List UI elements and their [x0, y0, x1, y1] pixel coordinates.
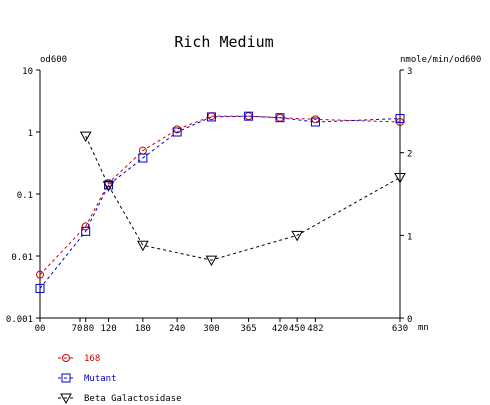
legend: 168 Mutant Beta Galactosidase [58, 354, 182, 405]
x-axis-ticks: 00 70 80 120 180 240 300 365 420 450 482 630 [35, 318, 408, 334]
right-tick-label: 3 [407, 67, 412, 77]
x-tick-label: 00 [35, 324, 46, 334]
data-point [102, 181, 115, 192]
chart-title: Rich Medium [174, 33, 273, 51]
data-point [291, 230, 303, 242]
x-tick-label: 120 [100, 324, 116, 334]
x-tick-label: 180 [135, 324, 151, 334]
left-axis-ticks: 10 1 0.1 0.01 0.001 [6, 67, 40, 325]
x-tick-label: 300 [203, 324, 219, 334]
data-point [36, 270, 44, 279]
legend-marker [61, 373, 71, 383]
legend-marker [60, 393, 72, 405]
legend-label: 168 [84, 354, 100, 364]
data-point [79, 131, 92, 143]
x-tick-label: 70 [72, 324, 83, 334]
right-tick-label: 2 [407, 150, 412, 160]
legend-label: Beta Galactosidase [84, 394, 182, 404]
right-tick-label: 1 [407, 232, 412, 242]
data-point [172, 127, 182, 137]
data-point [35, 283, 45, 293]
x-tick-label: 365 [240, 324, 256, 334]
data-point [138, 153, 148, 163]
data-point [205, 255, 218, 267]
data-point [81, 222, 90, 231]
legend-marker [62, 354, 70, 362]
series-line [39, 115, 401, 289]
x-tick-label: 450 [289, 324, 305, 334]
series-line [39, 115, 401, 276]
data-point [206, 112, 216, 122]
right-tick-label: 0 [407, 315, 412, 325]
data-point [394, 172, 406, 184]
data-point [395, 114, 405, 124]
left-tick-label: 1 [28, 129, 33, 139]
x-tick-label: 80 [83, 324, 94, 334]
left-tick-label: 10 [22, 67, 33, 77]
series-2 [35, 111, 405, 293]
series-layer [35, 111, 406, 293]
x-tick-label: 240 [169, 324, 185, 334]
left-tick-label: 0.001 [6, 315, 33, 325]
data-point [244, 111, 254, 121]
x-tick-label: 420 [272, 324, 288, 334]
series-1 [36, 112, 404, 279]
x-tick-label: 482 [307, 324, 323, 334]
right-axis-label: nmole/min/od600 [400, 55, 481, 65]
x-axis-unit: mn [418, 323, 429, 333]
right-axis-ticks: 3 2 1 0 [400, 67, 412, 325]
left-tick-label: 0.1 [17, 191, 33, 201]
data-point [81, 226, 91, 236]
data-point [310, 117, 320, 127]
x-tick-label: 630 [392, 324, 408, 334]
left-axis-label: od600 [40, 55, 67, 65]
series-3 [79, 131, 406, 267]
data-point [275, 113, 285, 123]
series-line [85, 135, 401, 261]
left-tick-label: 0.01 [11, 253, 33, 263]
data-point [104, 180, 114, 190]
data-point [137, 240, 149, 252]
legend-label: Mutant [84, 374, 117, 384]
